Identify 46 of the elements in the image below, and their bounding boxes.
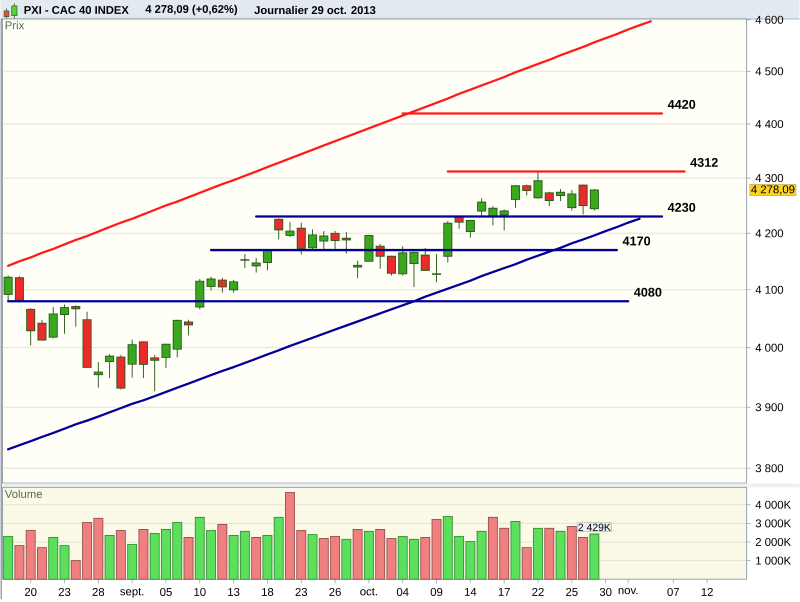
x-tick-label: nov. — [618, 588, 638, 594]
series-label: 4080 — [634, 288, 662, 297]
series-label: 4312 — [690, 158, 718, 167]
series-label: 4230 — [668, 202, 696, 212]
y-tick-label: 4 600 — [756, 16, 784, 24]
text: 4 278,09 — [751, 185, 794, 195]
y-tick-label: 2 000K — [756, 538, 791, 546]
x-tick-label: 20 — [24, 588, 37, 596]
x-tick-label: 09 — [430, 588, 442, 596]
x-tick-label: 23 — [296, 588, 308, 596]
x-tick-label: 17 — [498, 588, 510, 596]
x-tick-label: 23 — [58, 588, 70, 596]
x-tick-label: 10 — [194, 588, 206, 596]
x-tick-label: 25 — [566, 588, 578, 596]
x-tick-label: 14 — [464, 588, 476, 596]
x-tick-label: 04 — [396, 588, 409, 596]
chart-subtitle: 4 278,09 (+0,62%) — [145, 4, 238, 16]
y-tick-label: 4 300 — [756, 174, 784, 182]
y-tick-label: 4 000K — [756, 500, 791, 509]
y-tick-label: 4 000 — [756, 344, 784, 352]
x-tick-label: 26 — [329, 588, 341, 596]
y-axis-title: Prix — [6, 20, 24, 30]
y-tick-label: 4 500 — [756, 67, 784, 76]
y-tick-label: 4 200 — [756, 229, 784, 238]
x-tick-label: 22 — [532, 588, 544, 596]
chart-title: PXI - CAC 40 INDEX — [24, 6, 129, 14]
text: Journalier 29 oct. 2013 — [254, 6, 376, 14]
x-tick-label: oct. — [360, 588, 377, 596]
x-tick-label: 28 — [92, 588, 104, 596]
x-tick-label: sept. — [120, 588, 144, 598]
data-label: 2 429K — [578, 524, 611, 531]
series-label: 4170 — [622, 236, 650, 246]
y-axis-title: Volume — [4, 490, 42, 498]
y-tick-label: 1 000K — [756, 556, 791, 565]
y-tick-label: 4 100 — [756, 286, 784, 294]
y-tick-label: 3 800 — [756, 464, 784, 472]
x-tick-label: 30 — [600, 588, 612, 596]
y-tick-label: 4 400 — [756, 120, 784, 128]
series-label: 4420 — [668, 100, 696, 109]
x-tick-label: 18 — [262, 588, 274, 596]
x-tick-label: 05 — [160, 588, 172, 596]
x-tick-label: 12 — [702, 588, 713, 596]
x-tick-label: 07 — [667, 588, 680, 596]
x-tick-label: 13 — [228, 588, 240, 596]
y-tick-label: 3 900 — [756, 403, 784, 412]
y-tick-label: 3 000K — [756, 519, 791, 528]
